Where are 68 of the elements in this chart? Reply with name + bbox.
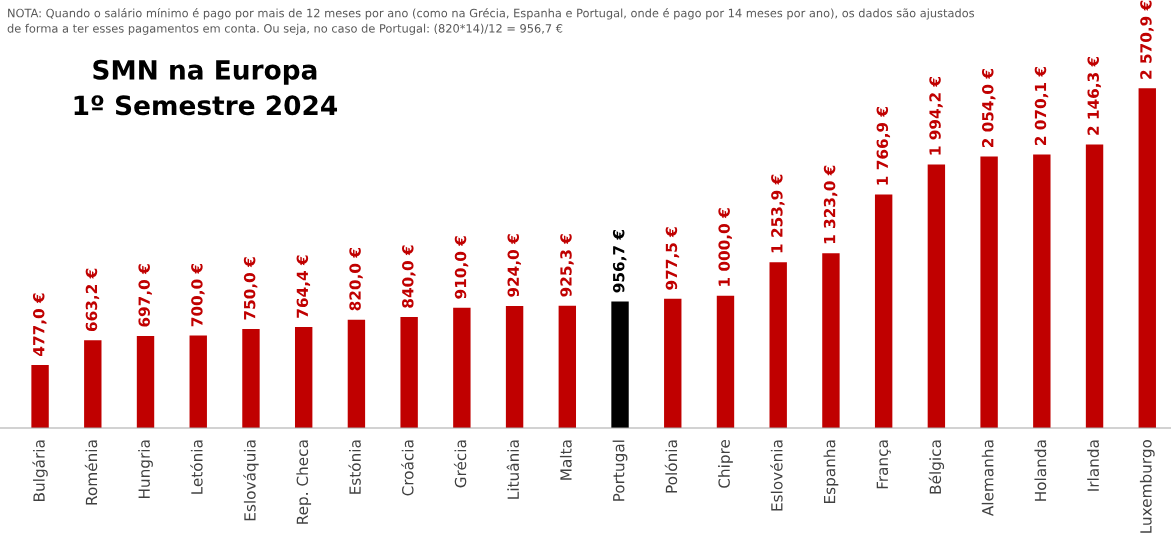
data-label: 477,0 €: [32, 293, 47, 356]
x-tick-label: Eslováquia: [243, 440, 259, 521]
bar: [558, 305, 577, 428]
data-label: 910,0 €: [454, 236, 469, 299]
x-tick-label: Lituânia: [506, 440, 520, 499]
x-tick-label: Alemanha: [981, 440, 994, 517]
x-tick-label: Roménia: [84, 440, 98, 505]
bar: [1085, 144, 1104, 428]
x-tick-label: Bulgária: [32, 440, 48, 501]
data-label: 697,0 €: [138, 264, 152, 327]
data-label: 2 054,0 €: [981, 69, 996, 148]
bar: [874, 194, 893, 428]
data-label: 924,0 €: [507, 234, 521, 297]
x-tick-label: Hungria: [138, 440, 153, 499]
x-tick-label: Grécia: [453, 440, 467, 488]
x-tick-label: Bélgica: [928, 440, 945, 494]
data-label: 1 766,9 €: [876, 107, 891, 185]
chart-title: SMN na Europa 1º Semestre 2024: [74, 59, 338, 116]
bar: [1033, 154, 1051, 428]
x-tick-label: Croácia: [401, 440, 414, 496]
data-label: 764,4 €: [296, 255, 311, 318]
x-tick-label: Irlanda: [1087, 440, 1099, 491]
x-tick-label: França: [876, 440, 891, 489]
bar: [242, 328, 260, 428]
bar: [294, 326, 313, 428]
bar: [664, 298, 682, 428]
x-tick-label: Chipre: [718, 439, 733, 488]
data-label: 1 253,9 €: [771, 174, 785, 253]
data-label: 2 570,9 €: [1140, 0, 1154, 79]
x-tick-label: Espanha: [823, 440, 839, 503]
bar: [927, 164, 946, 428]
data-label: 820,0 €: [349, 248, 363, 311]
bar: [347, 319, 366, 428]
x-tick-label: Rep. Checa: [296, 440, 312, 524]
x-tick-label: Portugal: [612, 440, 628, 501]
bar: [822, 253, 840, 428]
x-tick-label: Letónia: [190, 440, 203, 494]
bar: [400, 317, 418, 428]
bar: [453, 307, 471, 428]
data-label: 700,0 €: [191, 263, 205, 327]
data-label: 1 994,2 €: [929, 76, 943, 155]
bar: [189, 335, 207, 428]
data-label: 977,5 €: [665, 227, 680, 290]
bar: [611, 301, 629, 428]
bar: [31, 364, 49, 428]
data-label: 1 323,0 €: [823, 165, 838, 244]
bar: [136, 335, 155, 428]
data-label: 956,7 €: [612, 230, 627, 293]
x-tick-label: Holanda: [1034, 440, 1047, 501]
x-tick-label: Malta: [559, 440, 572, 480]
x-tick-label: Luxemburgo: [1139, 439, 1155, 533]
bar: [1138, 88, 1156, 428]
x-tick-label: Polónia: [664, 440, 678, 493]
bar: [769, 262, 787, 428]
bar: [505, 305, 524, 428]
bar: [716, 295, 735, 428]
bar: [980, 156, 998, 428]
data-label: 925,3 €: [560, 234, 574, 297]
x-tick-label: Eslovénia: [770, 440, 783, 511]
x-tick-label: Estónia: [348, 440, 361, 494]
data-label: 2 146,3 €: [1087, 56, 1101, 135]
data-label: 840,0 €: [402, 245, 416, 308]
data-label: 750,0 €: [243, 257, 258, 320]
data-label: 1 000,0 €: [718, 208, 732, 286]
data-label: 663,2 €: [85, 268, 100, 332]
bar: [84, 340, 102, 428]
text: NOTA: Quando o salário mínimo é pago por mais de 12 meses por ano (como na Grécia, Espanha e Portugal, onde é pago por 14 meses por ano), os dados são ajustados de forma a ter esses pagamentos em conta. Ou seja, no caso de Portugal: (820*14)/12 = 956,7 €: [7, 8, 975, 35]
data-label: 2 070,1 €: [1034, 66, 1049, 145]
